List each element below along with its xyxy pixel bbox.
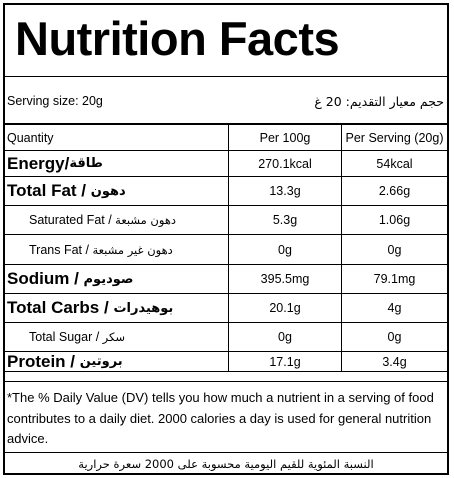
footer-arabic-text: النسبة المئوية للقيم اليومية محسوبة على … xyxy=(78,457,374,471)
value-per-serving: 4g xyxy=(387,301,402,315)
nutrient-name-en: Total Sugar xyxy=(29,330,93,344)
value-per-100g: 20.1g xyxy=(229,294,342,322)
footnote-text: *The % Daily Value (DV) tells you how mu… xyxy=(7,390,434,446)
table-row-trans-fat: Trans Fat / دهون غير مشبعة 0g 0g xyxy=(5,235,447,265)
value-per-100g: 395.5mg xyxy=(229,265,342,293)
nutrient-name-ar: دهون xyxy=(90,183,126,199)
value-per-100g: 5.3g xyxy=(229,206,342,234)
nutrient-name-en: Total Carbs xyxy=(7,298,100,317)
nutrient-name-en: Energy xyxy=(7,153,65,173)
nutrient-name-en: Saturated Fat xyxy=(29,213,105,227)
nutrient-name-ar: سكر xyxy=(102,330,125,344)
header-per-100g: Per 100g xyxy=(229,125,342,150)
value-per-100g: 17.1g xyxy=(229,352,342,371)
serving-size-ar: حجم معيار التقديم: 20 غ xyxy=(314,94,444,109)
nutrient-name: Sodium / صوديوم xyxy=(5,265,229,293)
nutrient-name: Energy / طاقة xyxy=(5,151,229,176)
nutrient-name-en: Protein xyxy=(7,351,66,371)
nutrient-name-ar: بوهيدرات xyxy=(113,300,174,316)
nutrient-name-ar: طاقة xyxy=(69,156,103,171)
serving-size-en: Serving size: 20g xyxy=(7,94,103,108)
nutrient-name: Saturated Fat / دهون مشبعة xyxy=(5,206,229,234)
value-per-serving: 1.06g xyxy=(378,213,411,227)
table-row-energy: Energy / طاقة 270.1kcal 54kcal xyxy=(5,151,447,177)
nutrient-name: Trans Fat / دهون غير مشبعة xyxy=(5,235,229,264)
nutrient-name-ar: بروتين xyxy=(79,354,123,369)
value-per-100g: 0g xyxy=(229,235,342,264)
nutrient-name-en: Total Fat xyxy=(7,181,77,200)
value-per-serving: 2.66g xyxy=(378,184,411,198)
nutrient-name: Total Sugar / سكر xyxy=(5,323,229,351)
nutrient-name-en: Sodium xyxy=(7,269,70,288)
table-row-sodium: Sodium / صوديوم 395.5mg 79.1mg xyxy=(5,265,447,294)
nutrition-table: Quantity Per 100g Per Serving (20g) Ener… xyxy=(5,125,447,372)
footer-section: النسبة المئوية للقيم اليومية محسوبة على … xyxy=(5,454,447,474)
nutrient-name: Total Carbs / بوهيدرات xyxy=(5,294,229,322)
value-per-100g: 0g xyxy=(229,323,342,351)
nutrient-name-ar: صوديوم xyxy=(83,271,134,287)
header-per-serving: Per Serving (20g) xyxy=(345,130,444,145)
nutrient-name: Protein / بروتين xyxy=(5,352,229,371)
table-row-total-carbs: Total Carbs / بوهيدرات 20.1g 4g xyxy=(5,294,447,323)
nutrition-label: Nutrition Facts Serving size: 20g حجم مع… xyxy=(3,3,449,475)
nutrient-name-ar: دهون مشبعة xyxy=(115,213,177,227)
table-row-total-sugar: Total Sugar / سكر 0g 0g xyxy=(5,323,447,352)
header-quantity: Quantity xyxy=(5,125,229,150)
table-header-row: Quantity Per 100g Per Serving (20g) xyxy=(5,125,447,151)
value-per-serving: 54kcal xyxy=(376,156,413,171)
nutrient-name-en: Trans Fat xyxy=(29,242,83,257)
title-section: Nutrition Facts xyxy=(5,5,447,77)
page-title: Nutrition Facts xyxy=(15,12,340,65)
serving-size-section: Serving size: 20g حجم معيار التقديم: 20 … xyxy=(5,77,447,125)
value-per-100g: 270.1kcal xyxy=(229,151,342,176)
value-per-serving: 3.4g xyxy=(382,354,407,369)
value-per-100g: 13.3g xyxy=(229,177,342,205)
value-per-serving: 0g xyxy=(387,330,402,344)
table-row-protein: Protein / بروتين 17.1g 3.4g xyxy=(5,352,447,372)
value-per-serving: 0g xyxy=(387,242,402,257)
nutrient-name-ar: دهون غير مشبعة xyxy=(92,242,173,257)
value-per-serving: 79.1mg xyxy=(373,272,416,286)
table-row-saturated-fat: Saturated Fat / دهون مشبعة 5.3g 1.06g xyxy=(5,206,447,235)
daily-value-footnote: *The % Daily Value (DV) tells you how mu… xyxy=(5,381,447,453)
nutrient-name: Total Fat / دهون xyxy=(5,177,229,205)
table-row-total-fat: Total Fat / دهون 13.3g 2.66g xyxy=(5,177,447,206)
